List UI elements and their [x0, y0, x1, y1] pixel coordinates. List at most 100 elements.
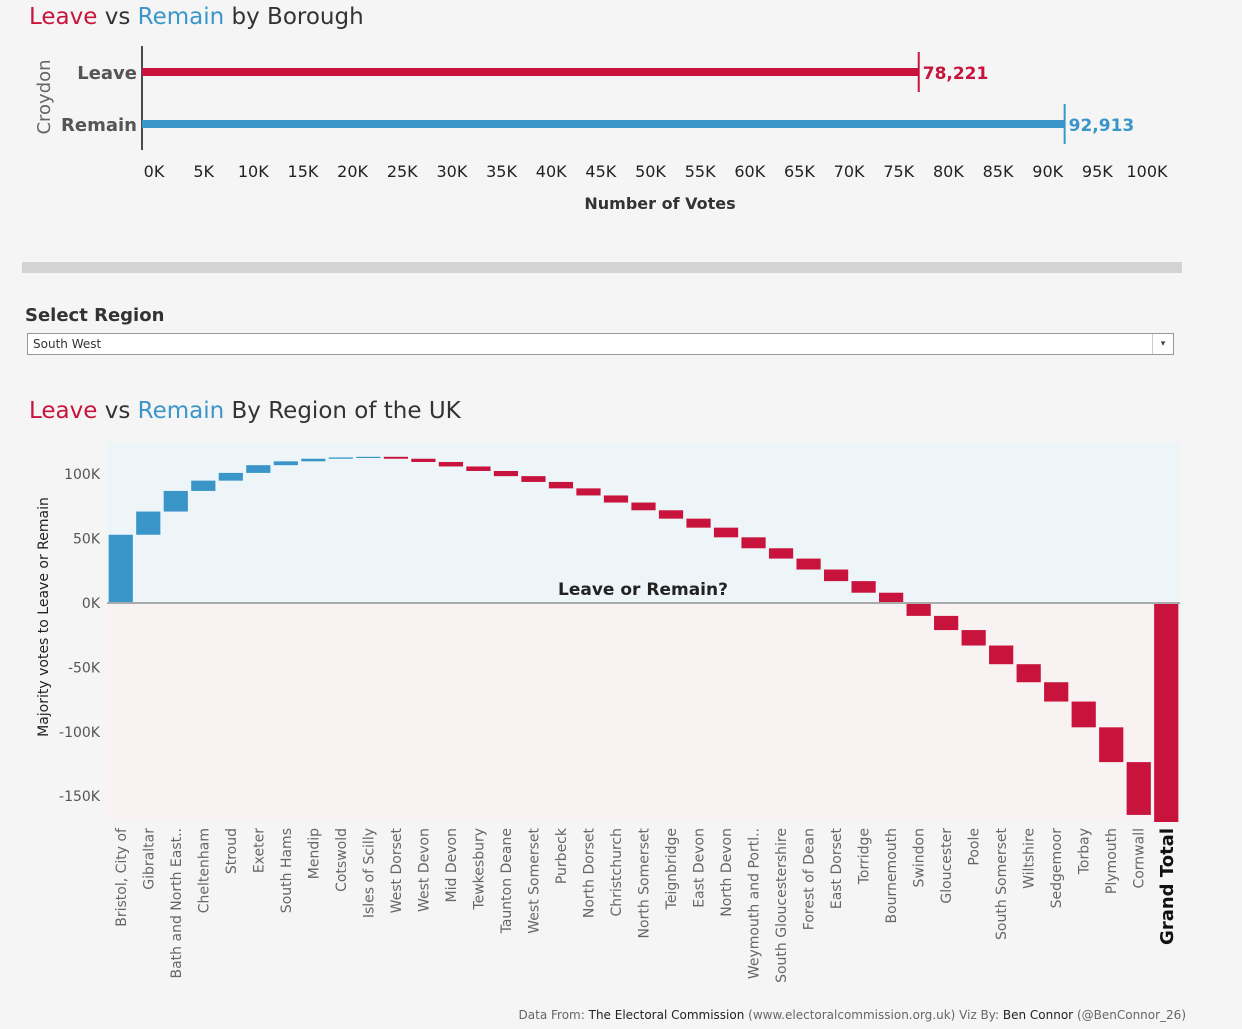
- bar-leave: [142, 68, 919, 76]
- x-tick-label: 25K: [387, 162, 418, 181]
- x-category-label: Gibraltar: [141, 828, 157, 890]
- x-tick-label: 90K: [1032, 162, 1063, 181]
- y-tick-label: -150K: [59, 789, 101, 805]
- x-category-label: Teignbridge: [664, 828, 680, 910]
- footer-handle: (@BenConnor_26): [1073, 1008, 1186, 1022]
- waterfall-bar: [961, 630, 986, 646]
- x-tick-label: 85K: [983, 162, 1014, 181]
- x-category-label: West Dorset: [389, 827, 405, 913]
- footer-credits: Data From: The Electoral Commission (www…: [519, 1008, 1186, 1022]
- x-category-label: Mid Devon: [444, 828, 460, 902]
- bar-remain: [142, 120, 1065, 128]
- x-tick-label: 30K: [436, 162, 467, 181]
- x-category-label: Weymouth and Portl..: [747, 828, 763, 979]
- y-tick-label: 50K: [73, 532, 101, 548]
- waterfall-bar: [989, 645, 1014, 665]
- waterfall-bar: [934, 615, 959, 631]
- footer-source: The Electoral Commission: [588, 1008, 745, 1022]
- x-category-label: Poole: [967, 828, 983, 866]
- waterfall-bar: [548, 481, 574, 489]
- x-category-label: West Devon: [416, 828, 432, 912]
- waterfall-bar: [741, 537, 766, 549]
- waterfall-bar: [246, 465, 271, 473]
- x-category-label: East Devon: [692, 828, 708, 908]
- x-category-label: Cotswold: [334, 828, 350, 892]
- region-filter-label: Select Region: [25, 305, 165, 326]
- x-tick-label: 10K: [238, 162, 269, 181]
- x-category-label: Exeter: [251, 828, 267, 873]
- x-tick-label: 0K: [144, 162, 165, 181]
- title-leave-word: Leave: [29, 398, 98, 424]
- x-category-label: Mendip: [306, 828, 322, 879]
- x-category-label: North Dorset: [581, 827, 597, 918]
- category-label-leave: Leave: [77, 63, 137, 84]
- waterfall-bar: [1071, 701, 1096, 728]
- region-chart-title: Leave vs Remain By Region of the UK: [29, 398, 461, 424]
- waterfall-bar: [768, 548, 794, 559]
- title-leave-word: Leave: [29, 4, 98, 30]
- region-select[interactable]: South West ▾: [27, 333, 1174, 355]
- footer-prefix: Data From:: [518, 1008, 589, 1022]
- x-category-label: Swindon: [912, 828, 928, 887]
- y-axis-title: Majority votes to Leave or Remain: [36, 497, 52, 737]
- waterfall-bar: [521, 476, 546, 482]
- x-category-label: North Somerset: [637, 827, 653, 938]
- borough-bar-chart: Croydon Leave 78,221 Remain 92,913 0K 5K 10K 15K…: [34, 46, 1168, 213]
- x-category-label: Tewkesbury: [471, 828, 487, 911]
- x-category-label: Bristol, City of: [114, 827, 130, 927]
- waterfall-bar: [576, 488, 601, 496]
- x-category-label: Plymouth: [1104, 828, 1120, 894]
- grand-total-bar: [1154, 603, 1179, 822]
- x-category-label: South Somerset: [994, 827, 1010, 940]
- x-category-label: Isles of Scilly: [361, 828, 377, 918]
- waterfall-bar: [136, 511, 161, 535]
- x-category-label: Cheltenham: [196, 828, 212, 913]
- waterfall-bar: [273, 461, 298, 466]
- x-tick-label: 70K: [834, 162, 865, 181]
- x-category-label: Wiltshire: [1022, 828, 1038, 889]
- x-tick-label: 5K: [193, 162, 214, 181]
- waterfall-bar: [1016, 664, 1041, 683]
- waterfall-bar: [823, 569, 849, 582]
- x-category-label: Christchurch: [609, 828, 625, 917]
- borough-chart-title: Leave vs Remain by Borough: [29, 4, 364, 30]
- waterfall-bar: [301, 458, 326, 462]
- title-rest: By Region of the UK: [224, 398, 461, 424]
- title-remain-word: Remain: [137, 4, 225, 30]
- x-category-label: West Somerset: [526, 827, 542, 933]
- x-category-label: Stroud: [224, 828, 240, 874]
- x-tick-label: 65K: [784, 162, 815, 181]
- section-divider: [22, 262, 1182, 273]
- group-label-croydon: Croydon: [34, 59, 55, 134]
- x-tick-label: 80K: [933, 162, 964, 181]
- x-category-label-grand-total: Grand Total: [1157, 828, 1178, 945]
- category-label-remain: Remain: [61, 115, 137, 136]
- waterfall-bar: [1044, 682, 1069, 702]
- x-tick-label: 20K: [337, 162, 368, 181]
- waterfall-bar: [851, 581, 876, 593]
- waterfall-bar: [328, 457, 353, 459]
- chevron-down-icon[interactable]: ▾: [1152, 334, 1173, 354]
- title-vs-word: vs: [97, 4, 138, 30]
- waterfall-bar: [658, 510, 684, 519]
- x-category-label: Cornwall: [1132, 828, 1148, 889]
- leave-zone-background: [107, 603, 1180, 822]
- x-category-label: Torridge: [857, 828, 873, 885]
- waterfall-bar: [603, 495, 629, 503]
- x-category-label: Purbeck: [554, 827, 570, 884]
- waterfall-bar: [191, 480, 216, 491]
- region-select-value: South West: [33, 337, 102, 351]
- footer-source-url: (www.electoralcommission.org.uk) Viz By:: [744, 1008, 1003, 1022]
- waterfall-bar: [411, 458, 436, 462]
- waterfall-bar: [356, 456, 381, 459]
- region-waterfall-chart: 100K 50K 0K -50K -100K -150K Majority votes to…: [36, 442, 1180, 983]
- waterfall-bar: [1126, 762, 1151, 815]
- waterfall-bar: [383, 456, 408, 459]
- remain-zone-background: [107, 442, 1180, 604]
- x-tick-label: 100K: [1126, 162, 1168, 181]
- x-tick-label: 55K: [685, 162, 716, 181]
- x-category-label: Taunton Deane: [499, 828, 515, 934]
- waterfall-bar: [218, 472, 243, 481]
- title-remain-word: Remain: [137, 398, 225, 424]
- x-category-label: East Dorset: [829, 827, 845, 909]
